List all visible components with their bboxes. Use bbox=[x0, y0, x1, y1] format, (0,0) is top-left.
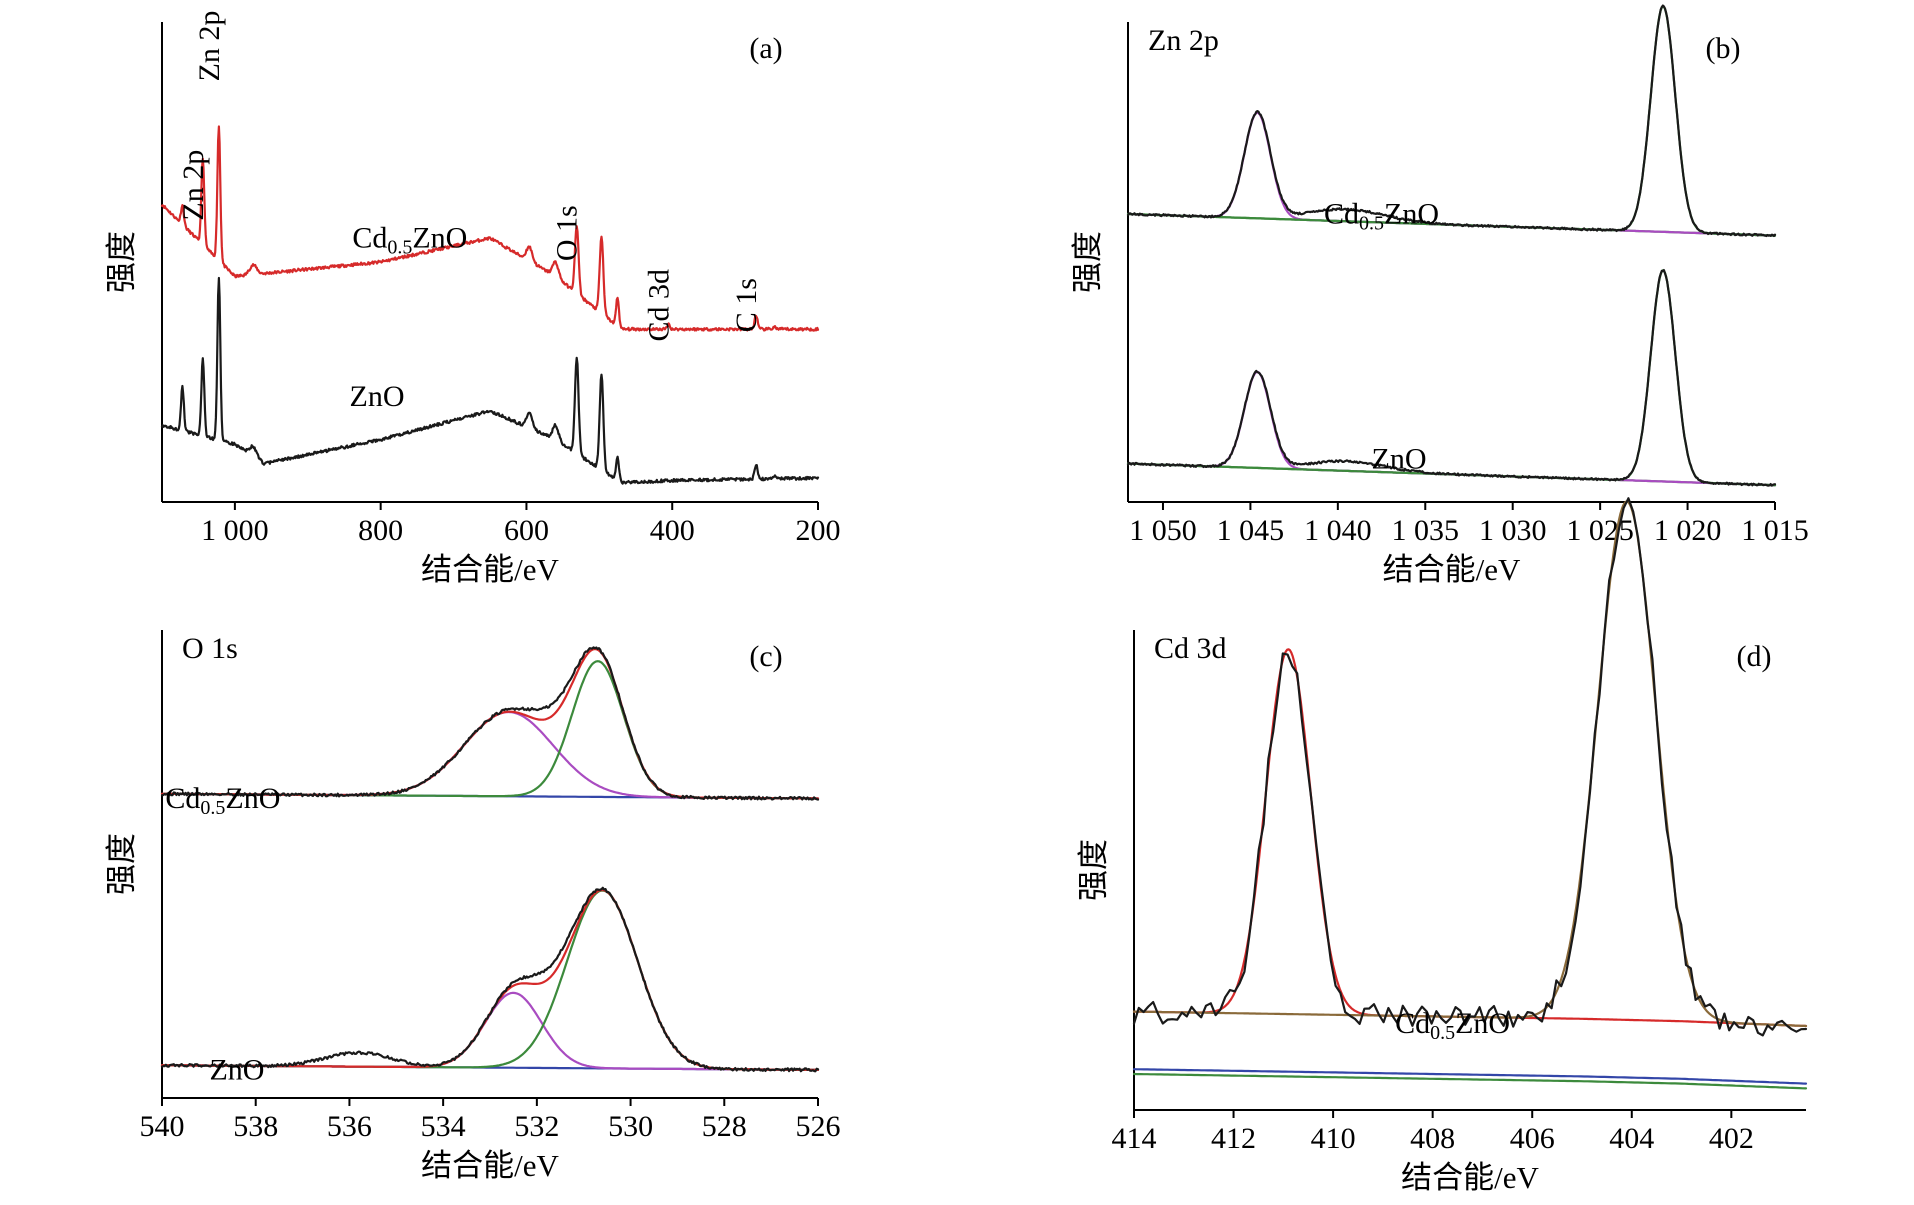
a-peak-label: O 1s bbox=[551, 205, 584, 261]
b-sample-label: Cd0.5ZnO bbox=[1324, 198, 1439, 235]
panel-c-o1s-spectrum: 540 538 536 534 532 530 528 526 结合能/eV 强度 (c) O 1s C… bbox=[104, 630, 841, 1183]
a-series-cd05zno-line bbox=[160, 125, 820, 332]
c-cd05zno-measured-line bbox=[160, 646, 820, 801]
a-x-tick-label: 400 bbox=[650, 514, 695, 547]
a-x-tick-label: 200 bbox=[796, 514, 841, 547]
panel-b-zn2p-spectrum: 1 050 1 045 1 040 1 035 1 030 1 025 1 020 1 015… bbox=[1070, 4, 1809, 587]
b-x-tick-label: 1 025 bbox=[1566, 514, 1634, 547]
c-sample-label: ZnO bbox=[209, 1053, 264, 1086]
b-cd05zno-measured-line bbox=[1126, 4, 1777, 238]
b-x-tick-label: 1 035 bbox=[1392, 514, 1460, 547]
c-zno-component-2-line bbox=[160, 889, 820, 1071]
c-x-tick-label: 540 bbox=[140, 1110, 185, 1143]
d-measured-line bbox=[1132, 497, 1808, 1037]
c-x-axis-title: 结合能/eV bbox=[421, 1148, 559, 1183]
b-x-tick-label: 1 045 bbox=[1217, 514, 1285, 547]
d-core-level-label: Cd 3d bbox=[1154, 632, 1227, 665]
d-x-tick-label: 414 bbox=[1112, 1122, 1157, 1155]
d-x-tick-label: 406 bbox=[1510, 1122, 1555, 1155]
d-x-tick-label: 404 bbox=[1609, 1122, 1654, 1155]
c-x-tick-label: 530 bbox=[608, 1110, 653, 1143]
b-x-tick-label: 1 020 bbox=[1654, 514, 1722, 547]
c-x-tick-label: 532 bbox=[514, 1110, 559, 1143]
c-core-level-label: O 1s bbox=[182, 632, 238, 665]
panel-d-cd3d-spectrum: 414 412 410 408 406 404 402 结合能/eV 强度 (d) Cd 3d Cd0… bbox=[1076, 497, 1808, 1195]
a-peak-label: Zn 2p bbox=[177, 150, 210, 221]
d-background-2-line bbox=[1132, 1072, 1808, 1090]
c-cd05zno-component-2-line bbox=[160, 660, 820, 800]
d-3d32-fit-line bbox=[1132, 648, 1808, 1028]
d-x-axis-title: 结合能/eV bbox=[1401, 1160, 1539, 1195]
a-x-axis-title: 结合能/eV bbox=[421, 552, 559, 587]
c-x-tick-label: 528 bbox=[702, 1110, 747, 1143]
a-y-axis-title: 强度 bbox=[104, 231, 139, 293]
d-x-tick-label: 402 bbox=[1709, 1122, 1754, 1155]
d-y-axis-title: 强度 bbox=[1076, 839, 1111, 901]
b-x-tick-label: 1 015 bbox=[1741, 514, 1809, 547]
c-zno-measured-line bbox=[160, 886, 820, 1073]
b-panel-label: (b) bbox=[1706, 32, 1741, 65]
panel-a-survey-spectrum: 1 000 800 600 400 200 结合能/eV 强度 (a) Zn 2p Zn 2p O … bbox=[104, 11, 841, 587]
a-sample-label: Cd0.5ZnO bbox=[352, 222, 467, 259]
c-x-tick-label: 538 bbox=[233, 1110, 278, 1143]
c-zno-envelope-line bbox=[160, 888, 820, 1071]
b-y-axis-title: 强度 bbox=[1070, 231, 1105, 293]
b-core-level-label: Zn 2p bbox=[1148, 24, 1219, 57]
a-x-tick-label: 600 bbox=[504, 514, 549, 547]
b-x-tick-label: 1 040 bbox=[1304, 514, 1372, 547]
c-x-tick-label: 536 bbox=[327, 1110, 372, 1143]
c-x-tick-label: 526 bbox=[796, 1110, 841, 1143]
a-peak-label: Zn 2p bbox=[193, 11, 226, 82]
a-peak-label: C 1s bbox=[730, 278, 763, 332]
b-sample-label: ZnO bbox=[1372, 442, 1427, 475]
d-x-tick-label: 410 bbox=[1311, 1122, 1356, 1155]
b-x-tick-label: 1 050 bbox=[1129, 514, 1197, 547]
d-x-tick-label: 412 bbox=[1211, 1122, 1256, 1155]
b-x-axis-title: 结合能/eV bbox=[1383, 552, 1521, 587]
b-zno-measured-line bbox=[1126, 269, 1777, 487]
a-x-tick-label: 800 bbox=[358, 514, 403, 547]
a-peak-label: Cd 3d bbox=[643, 269, 676, 342]
d-x-tick-label: 408 bbox=[1410, 1122, 1455, 1155]
c-sample-label: Cd0.5ZnO bbox=[165, 782, 280, 819]
a-x-tick-label: 1 000 bbox=[201, 514, 269, 547]
a-series-zno-line bbox=[160, 276, 820, 485]
c-cd05zno-envelope-line bbox=[160, 648, 820, 800]
d-background-line bbox=[1132, 1068, 1808, 1085]
a-panel-label: (a) bbox=[749, 32, 782, 65]
d-panel-label: (d) bbox=[1737, 640, 1772, 673]
c-y-axis-title: 强度 bbox=[104, 833, 139, 895]
b-x-tick-label: 1 030 bbox=[1479, 514, 1547, 547]
c-x-tick-label: 534 bbox=[421, 1110, 466, 1143]
c-panel-label: (c) bbox=[749, 640, 782, 673]
a-sample-label: ZnO bbox=[350, 380, 405, 413]
d-sample-label: Cd0.5ZnO bbox=[1395, 1007, 1510, 1044]
